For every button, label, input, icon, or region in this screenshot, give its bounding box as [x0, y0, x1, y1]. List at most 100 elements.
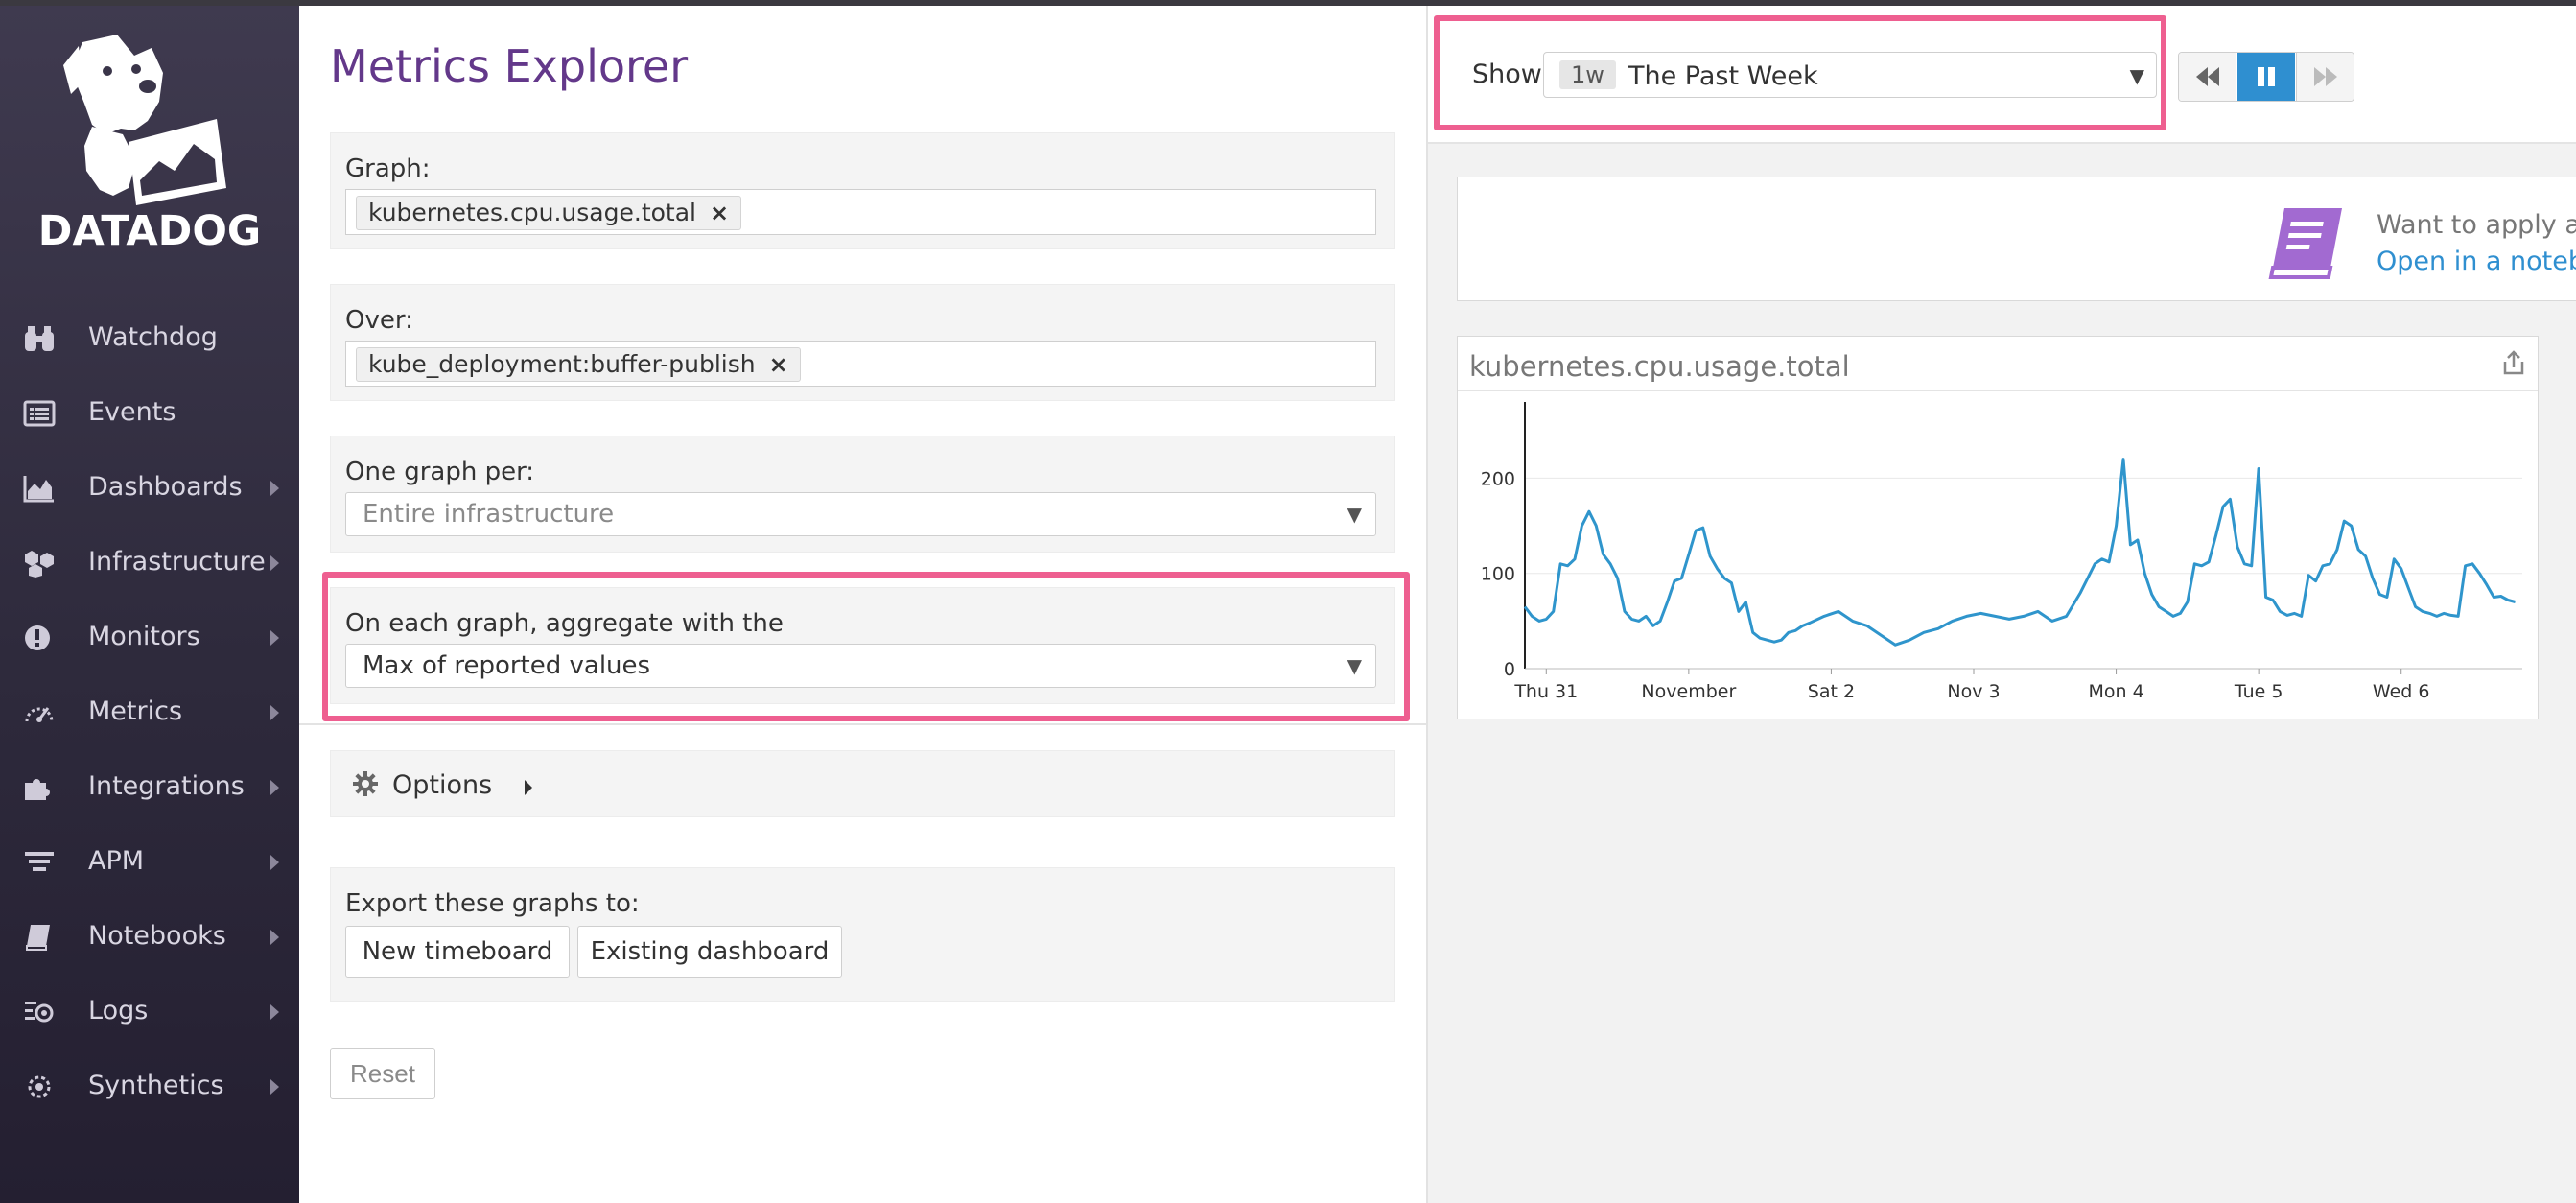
- sidebar-item-synthetics[interactable]: Synthetics: [0, 1050, 299, 1124]
- graph-title: kubernetes.cpu.usage.total: [1469, 350, 1850, 383]
- open-in-notebook-link[interactable]: Open in a notebook: [2377, 247, 2576, 276]
- area-chart-icon: [23, 476, 54, 503]
- aggregate-select[interactable]: Max of reported values ▼: [345, 644, 1376, 688]
- sidebar-item-dashboards[interactable]: Dashboards: [0, 451, 299, 526]
- graph-metric-input[interactable]: kubernetes.cpu.usage.total ×: [345, 189, 1376, 235]
- notebook-icon: [26, 925, 50, 951]
- divider: [299, 723, 1426, 725]
- chevron-right-icon: [270, 1079, 279, 1095]
- synthetics-icon: [28, 1075, 51, 1098]
- sidebar-item-label: Monitors: [88, 622, 200, 651]
- page-title: Metrics Explorer: [330, 40, 689, 92]
- dropdown-arrow-icon: ▼: [1347, 654, 1362, 677]
- series-line: [1523, 458, 2516, 647]
- fast-forward-button[interactable]: [2296, 53, 2354, 101]
- sidebar-item-label: Notebooks: [88, 921, 226, 951]
- sidebar-item-label: Synthetics: [88, 1071, 224, 1100]
- chevron-right-icon: [270, 855, 279, 870]
- rewind-icon: [2196, 67, 2219, 86]
- binoculars-icon: [25, 326, 54, 351]
- sidebar-item-label: Integrations: [88, 771, 245, 801]
- logs-icon: [25, 1002, 54, 1023]
- pause-button[interactable]: [2237, 53, 2295, 101]
- new-timeboard-button[interactable]: New timeboard: [345, 926, 570, 978]
- graph-per-select[interactable]: Entire infrastructure ▼: [345, 492, 1376, 536]
- chevron-right-icon: [270, 630, 279, 646]
- share-icon[interactable]: [2499, 348, 2528, 377]
- sidebar-item-infrastructure[interactable]: Infrastructure: [0, 526, 299, 601]
- playback-controls: [2178, 52, 2354, 102]
- graph-card: kubernetes.cpu.usage.total 0 100 200 Thu 31…: [1457, 336, 2539, 719]
- sidebar-item-watchdog[interactable]: Watchdog: [0, 301, 299, 376]
- remove-tag-icon[interactable]: ×: [768, 351, 788, 378]
- options-toggle[interactable]: Options: [330, 750, 1395, 817]
- export-section: Export these graphs to: New timeboard Ex…: [330, 867, 1395, 1002]
- over-scope-input[interactable]: kube_deployment:buffer-publish ×: [345, 341, 1376, 387]
- top-border: [0, 0, 2576, 6]
- reset-button[interactable]: Reset: [330, 1048, 435, 1099]
- options-label: Options: [392, 770, 493, 800]
- x-tick-label: Tue 5: [2234, 681, 2283, 702]
- datadog-dog-icon: [63, 35, 226, 205]
- alert-circle-icon: [25, 625, 50, 650]
- graph-section: Graph: kubernetes.cpu.usage.total ×: [330, 132, 1395, 249]
- sidebar-item-apm[interactable]: APM: [0, 825, 299, 900]
- chevron-right-icon: [270, 555, 279, 571]
- query-panel: Metrics Explorer Graph: kubernetes.cpu.u…: [299, 6, 1426, 1203]
- gauge-icon: [25, 707, 54, 722]
- rewind-button[interactable]: [2179, 53, 2236, 101]
- graph-separator: [1458, 390, 2538, 391]
- chevron-right-icon: [270, 780, 279, 795]
- sidebar-item-logs[interactable]: Logs: [0, 975, 299, 1050]
- fast-forward-icon: [2314, 67, 2337, 86]
- timeframe-highlight: [1434, 15, 2166, 130]
- chevron-right-icon: [270, 705, 279, 720]
- graph-label: Graph:: [345, 154, 431, 183]
- apm-lines-icon: [25, 852, 54, 871]
- hexagons-icon: [25, 551, 54, 578]
- notebook-banner: Want to apply advar Open in a notebook: [1457, 177, 2576, 301]
- existing-dashboard-button[interactable]: Existing dashboard: [577, 926, 842, 978]
- sidebar-item-notebooks[interactable]: Notebooks: [0, 900, 299, 975]
- sidebar-item-monitors[interactable]: Monitors: [0, 601, 299, 675]
- timeframe-select[interactable]: 1w The Past Week ▼: [1543, 52, 2157, 98]
- metric-tag: kubernetes.cpu.usage.total ×: [356, 196, 742, 230]
- y-tick-label: 0: [1504, 659, 1515, 680]
- aggregate-highlight: [322, 572, 1410, 721]
- chevron-right-icon: [270, 481, 279, 496]
- export-label: Export these graphs to:: [345, 889, 640, 918]
- sidebar-item-events[interactable]: Events: [0, 376, 299, 451]
- notebook-banner-text: Want to apply advar: [2377, 210, 2576, 240]
- sidebar-item-metrics[interactable]: Metrics: [0, 675, 299, 750]
- caret-right-icon: [525, 780, 532, 795]
- aggregate-value: Max of reported values: [363, 651, 651, 680]
- sidebar-item-label: Logs: [88, 996, 149, 1026]
- timeseries-chart[interactable]: 0 100 200 Thu 31 November Sat 2 Nov 3 Mon 4 Tue …: [1458, 390, 2538, 719]
- y-tick-label: 200: [1481, 468, 1515, 489]
- x-tick-label: Nov 3: [1947, 681, 2000, 702]
- notebook-book-icon: [2268, 208, 2342, 279]
- per-section: One graph per: Entire infrastructure ▼: [330, 436, 1395, 553]
- scope-tag: kube_deployment:buffer-publish ×: [356, 347, 801, 382]
- x-tick-label: Thu 31: [1513, 681, 1578, 702]
- sidebar-item-label: Metrics: [88, 696, 183, 726]
- dropdown-arrow-icon: ▼: [1347, 503, 1362, 526]
- pause-icon: [2258, 67, 2275, 86]
- show-label: Show: [1472, 59, 1542, 89]
- remove-tag-icon[interactable]: ×: [709, 200, 730, 226]
- chevron-right-icon: [270, 930, 279, 945]
- sidebar-item-label: Watchdog: [88, 322, 218, 352]
- over-section: Over: kube_deployment:buffer-publish ×: [330, 284, 1395, 401]
- graph-panel: Show 1w The Past Week ▼ Want to apply ad…: [1426, 6, 2576, 1203]
- timeframe-bar: Show 1w The Past Week ▼: [1428, 6, 2576, 144]
- aggregate-section: On each graph, aggregate with the Max of…: [330, 587, 1395, 704]
- datadog-logo[interactable]: DATADOG: [29, 27, 270, 267]
- gear-icon: [353, 771, 378, 796]
- events-list-icon: [23, 400, 56, 427]
- sidebar-item-integrations[interactable]: Integrations: [0, 750, 299, 825]
- x-tick-label: Mon 4: [2088, 681, 2143, 702]
- x-tick-label: Wed 6: [2373, 681, 2430, 702]
- x-tick-label: November: [1641, 681, 1736, 702]
- over-label: Over:: [345, 306, 413, 335]
- timeframe-value: The Past Week: [1628, 61, 1818, 91]
